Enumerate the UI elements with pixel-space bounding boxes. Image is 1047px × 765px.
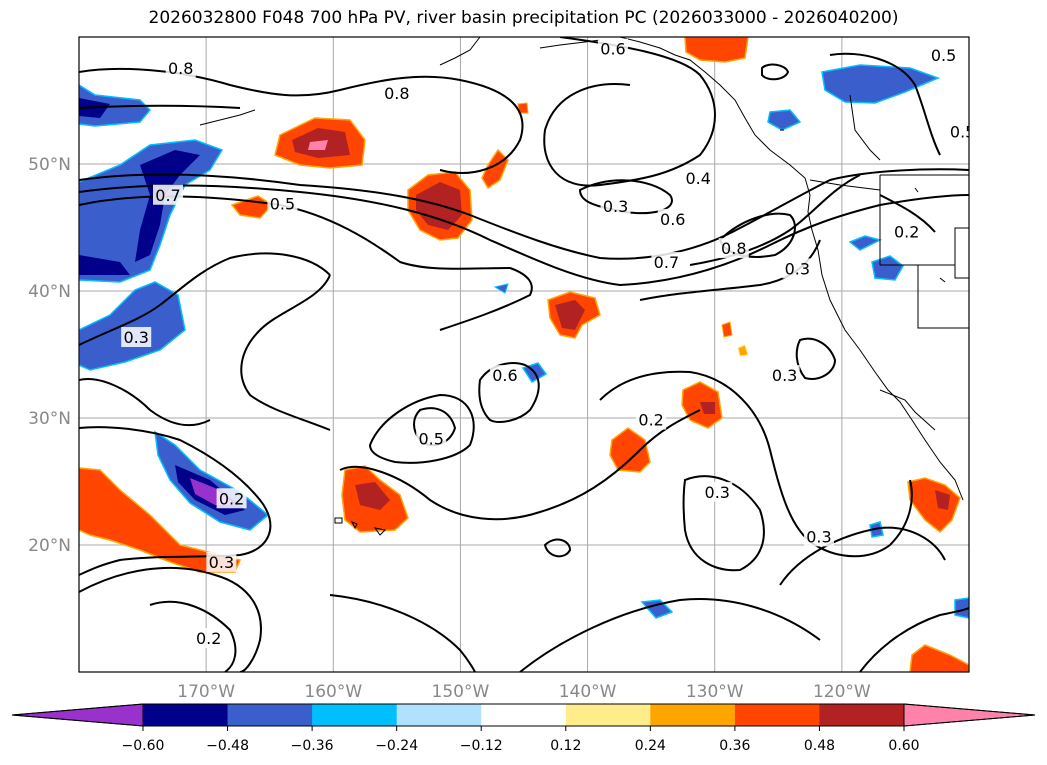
contour-label: 0.3 (209, 553, 234, 572)
colorbar-segment (650, 704, 736, 726)
contour-label-background (267, 193, 298, 214)
graticule (79, 37, 969, 672)
contour-label-background (928, 45, 959, 66)
colorbar-tick-label: 0.24 (635, 738, 666, 754)
colorbar-tick-label: −0.48 (206, 738, 249, 754)
contour-label-background (891, 221, 922, 242)
latitude-tick-label: 50°N (28, 155, 71, 175)
contour-label: 0.2 (894, 223, 919, 242)
negative-shading (79, 64, 969, 619)
colorbar-segment (819, 704, 905, 726)
longitude-tick-label: 160°W (304, 682, 362, 702)
longitude-tick-label: 130°W (686, 682, 744, 702)
longitude-tick-labels: 170°W 160°W 150°W 140°W 130°W 120°W (177, 682, 871, 702)
contour-label-background (165, 57, 196, 78)
contour-label: 0.3 (785, 259, 810, 278)
colorbar-segment (396, 704, 482, 726)
colorbar-segment (227, 704, 313, 726)
pv-contours (79, 37, 969, 672)
contour-label-background (947, 121, 969, 142)
contour-label: 0.3 (123, 328, 148, 347)
colorbar-tick-label: 0.12 (550, 738, 581, 754)
contour-label-background (153, 184, 183, 205)
contour-label-background (718, 238, 749, 259)
coastlines (199, 37, 969, 501)
contour-label-background (636, 409, 667, 430)
contour-label: 0.2 (219, 489, 244, 508)
contour-label-background (769, 365, 800, 386)
contour-labels: 0.8 0.8 0.6 0.5 0.5 0.7 0.5 0.3 0.4 0.6 0.8 0.7 0.3 0… (121, 38, 975, 648)
contour-label: 0.3 (603, 197, 628, 216)
latitude-tick-label: 20°N (28, 536, 71, 556)
colorbar-tick-label: 0.60 (888, 738, 919, 754)
longitude-tick-label: 120°W (813, 682, 871, 702)
contour-label: 0.8 (384, 84, 409, 103)
positive-shading (79, 37, 969, 672)
contour-label-background (121, 326, 152, 347)
colorbar-segment (143, 704, 229, 726)
contour-label: 0.3 (705, 483, 730, 502)
contour-label-background (216, 488, 247, 509)
colorbar-segment (734, 704, 820, 726)
colorbar-tick-label: −0.36 (291, 738, 334, 754)
contour-label: 0.4 (685, 169, 710, 188)
latitude-tick-label: 30°N (28, 409, 71, 429)
colorbar-tick-label: −0.24 (375, 738, 418, 754)
colorbar-tick-label: −0.60 (122, 738, 165, 754)
contour-label-background (657, 208, 688, 229)
latitude-tick-label: 40°N (28, 282, 71, 302)
contour-label: 0.6 (600, 40, 625, 59)
colorbar-extend-low (11, 703, 144, 727)
contour-label: 0.6 (660, 210, 685, 229)
colorbar-segment (565, 704, 651, 726)
contour-label: 0.7 (654, 253, 679, 272)
longitude-tick-label: 150°W (432, 682, 490, 702)
colorbar-segment (481, 704, 567, 726)
contour-label-background (651, 252, 682, 273)
contour-label-background (489, 365, 520, 386)
contour-label: 0.5 (270, 195, 295, 214)
contour-label: 0.8 (168, 59, 193, 78)
contour-label-background (683, 168, 714, 189)
contour-label: 0.5 (418, 430, 443, 449)
contour-label-background (600, 196, 631, 217)
colorbar-extend-high (903, 703, 1036, 727)
colorbar: −0.60 −0.48 −0.36 −0.24 −0.12 0.12 0.24 0.36 0.4… (11, 703, 1036, 754)
contour-label: 0.2 (196, 629, 221, 648)
map-title: 2026032800 F048 700 hPa PV, river basin … (148, 8, 899, 28)
contour-label: 0.5 (931, 46, 956, 65)
colorbar-segment (312, 704, 398, 726)
colorbar-tick-label: 0.36 (719, 738, 750, 754)
contour-label-background (416, 428, 447, 449)
map-frame (78, 36, 970, 673)
contour-label: 0.7 (155, 186, 180, 205)
contour-label-background (193, 627, 224, 648)
contour-label: 0.2 (638, 411, 663, 430)
contour-label-background (381, 83, 412, 104)
longitude-tick-label: 140°W (559, 682, 617, 702)
contour-label: 0.3 (772, 366, 797, 385)
contour-label: 0.5 (950, 122, 975, 141)
longitude-tick-label: 170°W (177, 682, 235, 702)
islands (334, 129, 946, 536)
contour-label-background (702, 481, 733, 502)
colorbar-tick-label: 0.48 (804, 738, 835, 754)
contour-label: 0.6 (492, 366, 517, 385)
contour-label-background (803, 526, 834, 547)
contour-label-background (782, 258, 813, 279)
latitude-tick-labels: 50°N 40°N 30°N 20°N (28, 155, 71, 556)
colorbar-tick-label: −0.12 (460, 738, 503, 754)
contour-label: 0.8 (721, 239, 746, 258)
contour-label-background (206, 551, 237, 572)
contour-label-background (598, 38, 628, 59)
contour-label: 0.3 (806, 527, 831, 546)
